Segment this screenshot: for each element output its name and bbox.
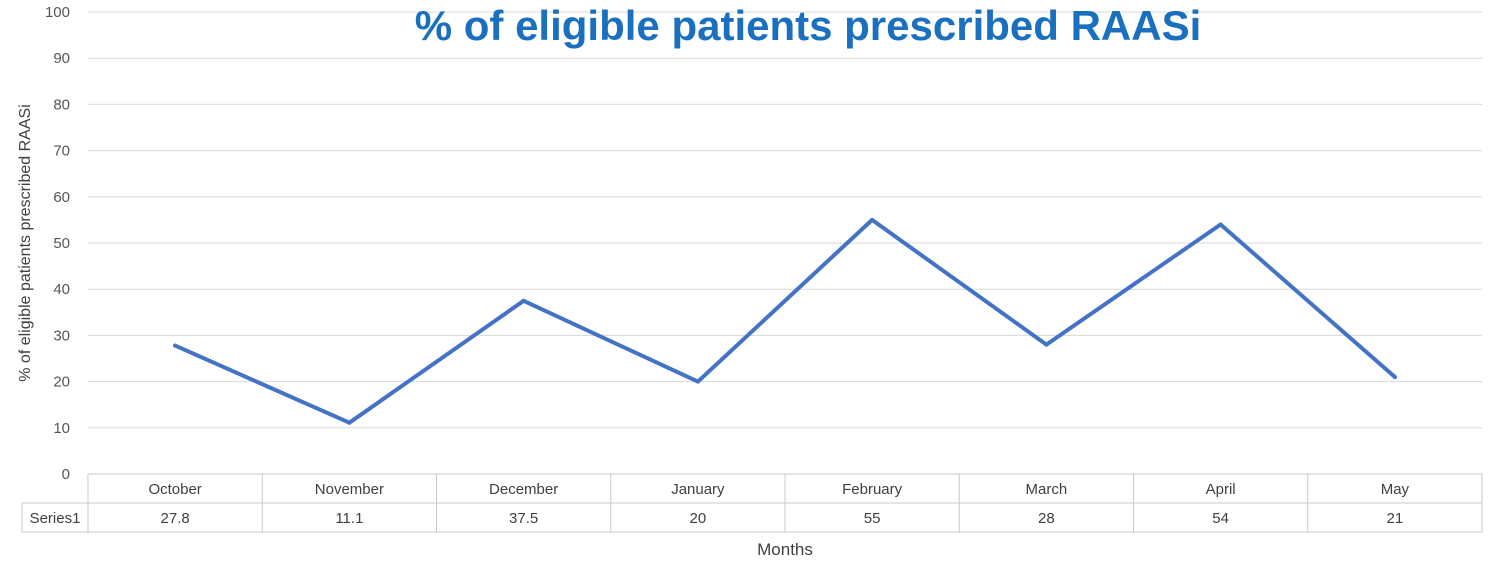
- data-table-value: 21: [1387, 510, 1404, 527]
- x-category-label: March: [1026, 481, 1068, 498]
- y-tick-label: 10: [53, 420, 70, 437]
- data-table-value: 28: [1038, 510, 1055, 527]
- y-tick-label: 90: [53, 50, 70, 67]
- x-axis-label: Months: [757, 540, 813, 559]
- data-point: [1392, 374, 1397, 379]
- x-category-label: January: [671, 481, 725, 498]
- y-tick-label: 0: [62, 466, 70, 483]
- y-tick-label: 30: [53, 327, 70, 344]
- data-table-value: 27.8: [161, 510, 190, 527]
- y-tick-label: 20: [53, 374, 70, 391]
- data-point: [695, 379, 700, 384]
- gridlines: [88, 11, 1482, 429]
- y-axis-ticks: 0 10 20 30 40 50 60 70 80 90 100: [45, 4, 70, 483]
- y-tick-label: 60: [53, 189, 70, 206]
- y-axis-label: % of eligible patients prescribed RAASi: [17, 104, 34, 381]
- data-point: [173, 343, 178, 348]
- chart-title: % of eligible patients prescribed RAASi: [415, 2, 1202, 49]
- x-category-label: November: [315, 481, 384, 498]
- data-table-value: 37.5: [509, 510, 538, 527]
- x-category-label: February: [842, 481, 903, 498]
- data-table: October November December January February Ma…: [21, 473, 1483, 533]
- data-table-value: 11.1: [335, 510, 363, 527]
- data-table-value: 20: [690, 510, 707, 527]
- y-tick-label: 50: [53, 235, 70, 252]
- x-category-label: December: [489, 481, 558, 498]
- data-point: [1044, 342, 1049, 347]
- series-legend-label: Series1: [30, 510, 81, 527]
- data-point: [1218, 222, 1223, 227]
- y-tick-label: 40: [53, 281, 70, 298]
- series-line: [173, 217, 1397, 425]
- data-table-value: 55: [864, 510, 881, 527]
- series-line-layer: [173, 217, 1397, 425]
- y-tick-label: 70: [53, 143, 70, 160]
- y-tick-label: 80: [53, 96, 70, 113]
- x-category-label: May: [1381, 481, 1410, 498]
- data-point: [347, 420, 352, 425]
- x-category-label: April: [1206, 481, 1236, 498]
- x-category-label: October: [148, 481, 201, 498]
- data-point: [521, 298, 526, 303]
- data-table-value: 54: [1212, 510, 1229, 527]
- y-tick-label: 100: [45, 4, 70, 21]
- data-point: [870, 217, 875, 222]
